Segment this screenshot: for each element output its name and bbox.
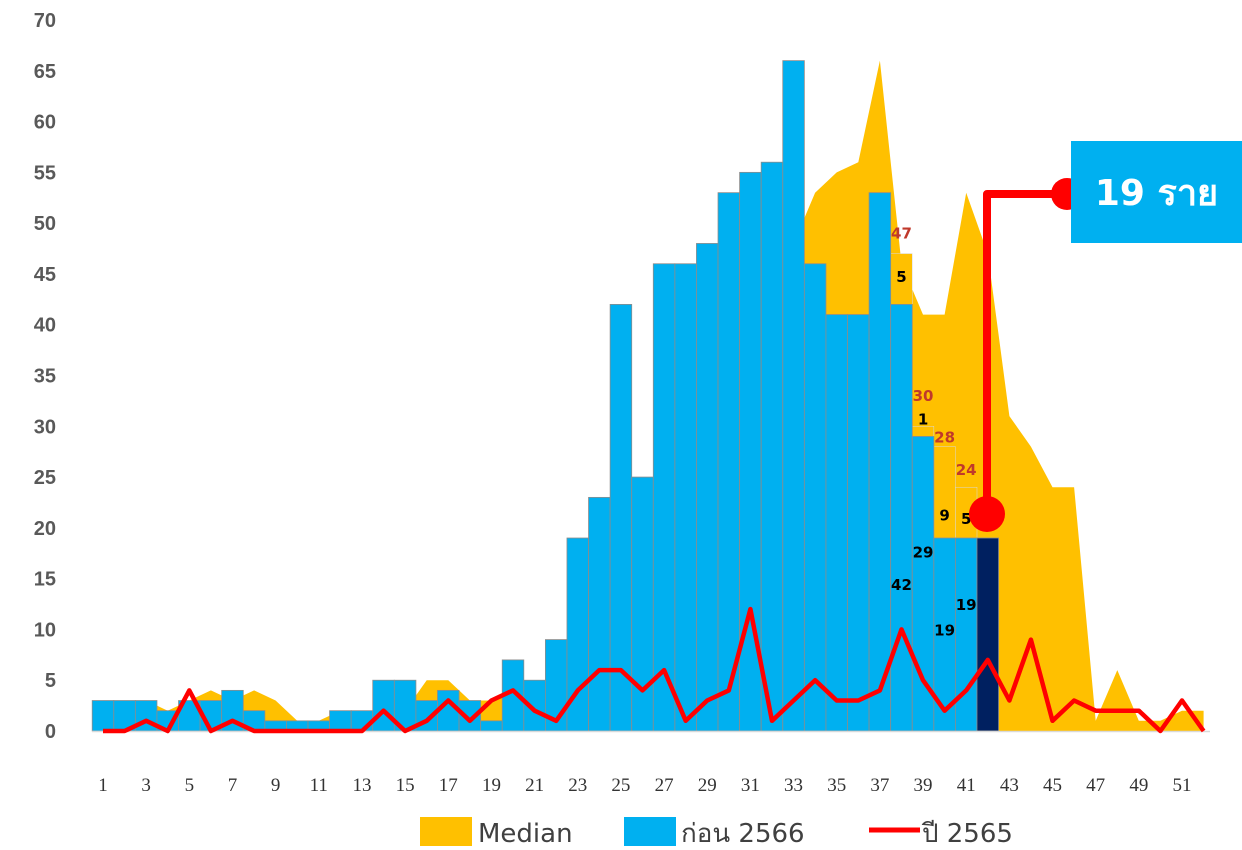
bar-current-week [976,537,999,732]
data-label: 47 [891,224,912,242]
x-axis: 1 3 5 7 9 11 13 15 17 19 21 23 25 27 29 31 33 35 37 39 41 43 4… [98,775,1191,796]
data-label: 30 [913,387,934,405]
y-tick-label: 5 [45,670,56,692]
x-tick-label: 23 [568,775,587,796]
bar-before-2566 [609,303,633,732]
data-label: 9 [939,507,949,525]
data-label: 29 [913,543,934,561]
x-tick-label: 17 [439,775,458,796]
x-tick-label: 47 [1086,775,1105,796]
x-tick-label: 15 [396,775,415,796]
bar-before-2566 [588,496,611,732]
data-label: 28 [934,429,955,447]
callout-dot-start [969,496,1005,532]
bar-before-2566 [868,192,892,732]
y-tick-label: 10 [34,619,56,641]
x-tick-label: 43 [1000,775,1019,796]
data-label: 19 [934,622,955,640]
callout-text: 19 ราย [1094,172,1219,214]
x-tick-label: 19 [482,775,501,796]
x-tick-label: 27 [655,775,674,796]
legend-before-2566-swatch [624,817,676,846]
y-tick-label: 20 [34,518,56,540]
x-tick-label: 21 [525,775,544,796]
legend: Median ก่อน 2566 ปี 2565 [420,817,1013,849]
y-tick-label: 30 [34,416,56,438]
bar-before-2566 [91,700,115,732]
line-2565-path [103,606,1206,734]
x-tick-label: 51 [1173,775,1192,796]
y-tick-label: 50 [34,213,56,235]
y-tick-label: 60 [34,112,56,134]
x-tick-label: 25 [611,775,630,796]
y-tick-label: 15 [34,569,56,591]
x-tick-label: 29 [698,775,717,796]
bar-before-2566 [696,243,719,732]
bar-before-2566 [911,436,935,732]
x-tick-label: 35 [827,775,846,796]
data-label: 19 [956,596,977,614]
x-tick-label: 13 [352,775,371,796]
y-tick-label: 0 [45,721,56,743]
y-tick-label: 70 [34,10,56,32]
y-tick-label: 65 [34,61,56,83]
x-tick-label: 45 [1043,775,1062,796]
data-label: 5 [896,268,906,286]
legend-median-swatch [420,817,472,846]
x-tick-label: 49 [1129,775,1148,796]
bar-before-2566 [782,60,805,732]
bar-before-2566 [890,303,913,732]
legend-median-label: Median [478,819,573,849]
y-tick-label: 45 [34,264,56,286]
bar-before-2566 [955,537,978,732]
bar-before-2566 [480,720,503,732]
x-tick-label: 33 [784,775,803,796]
y-axis: 0 5 10 15 20 25 30 35 40 45 50 55 60 65 70 [34,10,56,743]
x-tick-label: 41 [957,775,976,796]
bar-before-2566 [825,314,848,732]
x-tick-label: 3 [141,775,151,796]
data-label: 24 [956,461,977,479]
bars [91,60,999,732]
x-tick-label: 9 [271,775,281,796]
x-tick-label: 7 [228,775,238,796]
bar-before-2566 [674,263,697,732]
bar-before-2566 [372,679,395,732]
bar-before-2566 [847,314,870,732]
data-label: 42 [891,576,912,594]
bar-before-2566 [717,192,741,732]
x-tick-label: 5 [185,775,195,796]
data-label: 1 [918,410,928,428]
y-tick-label: 35 [34,366,56,388]
y-tick-label: 55 [34,162,56,184]
bar-before-2566 [329,710,352,732]
y-tick-label: 25 [34,467,56,489]
data-label: 5 [961,510,971,528]
bar-before-2566 [631,476,654,732]
x-tick-label: 1 [98,775,108,796]
bar-before-2566 [652,263,676,732]
x-tick-label: 11 [310,775,328,796]
line-2565 [103,606,1206,734]
callout-box: 19 ราย [1071,141,1242,243]
x-tick-label: 39 [914,775,933,796]
legend-before-2566-label: ก่อน 2566 [681,819,805,849]
bar-before-2566 [803,263,827,732]
x-tick-label: 37 [870,775,889,796]
x-tick-label: 31 [741,775,760,796]
y-tick-label: 40 [34,315,56,337]
callout-line [983,190,1062,514]
bar-before-2566 [760,161,784,732]
legend-2565-label: ปี 2565 [921,819,1013,849]
